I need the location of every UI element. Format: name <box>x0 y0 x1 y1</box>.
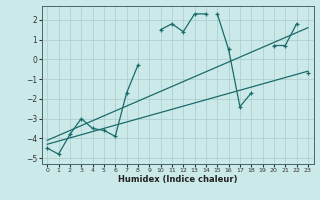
X-axis label: Humidex (Indice chaleur): Humidex (Indice chaleur) <box>118 175 237 184</box>
